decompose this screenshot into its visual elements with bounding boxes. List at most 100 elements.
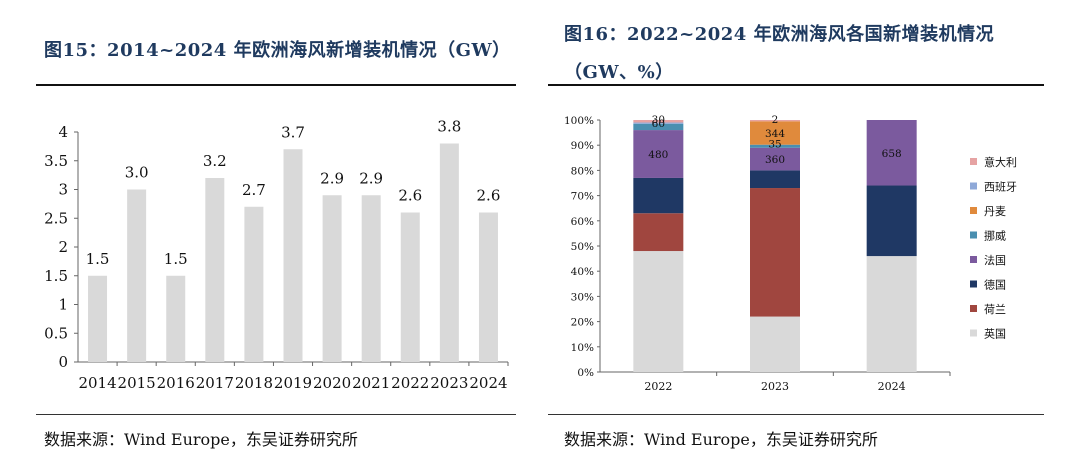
x-tick-label: 2014 xyxy=(78,374,116,392)
segment-2022-意大利 xyxy=(633,120,684,123)
data-label-2022-意大利: 30 xyxy=(652,114,665,126)
y-tick-label: 80% xyxy=(571,165,594,177)
legend-swatch-丹麦 xyxy=(970,207,977,214)
bar-2020 xyxy=(322,195,342,362)
y-tick-label: 90% xyxy=(571,140,594,152)
left-chart-panel: 图15：2014~2024 年欧洲海风新增装机情况（GW） 0 0.5 1 1.5 2 2… xyxy=(0,0,520,474)
x-tick-label: 2022 xyxy=(644,380,672,393)
x-tick-label: 2019 xyxy=(274,374,312,392)
segment-2023-英国 xyxy=(750,316,800,372)
left-source-rule xyxy=(36,414,516,415)
y-tick-label: 3.5 xyxy=(44,152,68,170)
x-tick-label: 2015 xyxy=(118,374,156,392)
data-label-2024: 2.6 xyxy=(477,187,501,205)
x-tick-label: 2024 xyxy=(878,380,906,393)
bar-2018 xyxy=(244,206,264,362)
x-tick-label: 2018 xyxy=(235,374,273,392)
y-tick-label: 3 xyxy=(58,181,68,199)
data-label-2017: 3.2 xyxy=(203,152,227,170)
legend-label-西班牙: 西班牙 xyxy=(984,181,1017,194)
y-tick-label: 4 xyxy=(58,123,68,141)
x-tick-label: 2020 xyxy=(313,374,351,392)
segment-2023-丹麦 xyxy=(750,121,800,145)
y-tick-label: 2 xyxy=(58,238,68,256)
data-label-2022-挪威: 60 xyxy=(652,118,665,130)
legend-label-丹麦: 丹麦 xyxy=(984,205,1006,218)
segment-2024-法国 xyxy=(866,120,917,186)
left-source-note: 数据来源：Wind Europe，东吴证券研究所 xyxy=(44,430,358,449)
x-tick-label: 2022 xyxy=(391,374,429,392)
segment-2023-意大利 xyxy=(750,120,800,122)
data-label-2015: 3.0 xyxy=(125,164,149,182)
y-tick-label: 1.5 xyxy=(44,267,68,285)
data-label-2023: 3.8 xyxy=(437,118,461,136)
data-label-2014: 1.5 xyxy=(86,250,110,268)
segment-2022-挪威 xyxy=(633,123,684,131)
bar-2016 xyxy=(166,275,186,362)
data-label-2023-法国: 360 xyxy=(765,154,785,166)
segment-2022-荷兰 xyxy=(633,213,684,252)
data-label-2024-法国: 658 xyxy=(882,148,902,160)
bar-2024 xyxy=(478,212,498,362)
data-label-2018: 2.7 xyxy=(242,181,266,199)
segment-2023-挪威 xyxy=(750,144,800,148)
segment-2022-德国 xyxy=(633,177,684,214)
bar-2022 xyxy=(400,212,420,362)
legend-swatch-挪威 xyxy=(970,231,977,239)
bar-2014 xyxy=(88,275,108,362)
y-tick-label: 2.5 xyxy=(44,209,68,227)
legend-swatch-法国 xyxy=(970,256,977,263)
y-tick-label: 0.5 xyxy=(44,324,68,342)
legend-label-德国: 德国 xyxy=(984,278,1006,292)
legend-label-挪威: 挪威 xyxy=(984,229,1006,243)
segment-2023-法国 xyxy=(750,147,800,171)
y-tick-label: 60% xyxy=(571,216,594,228)
legend-label-法国: 法国 xyxy=(984,253,1006,267)
x-tick-label: 2021 xyxy=(352,374,390,392)
data-label-2023-挪威: 35 xyxy=(768,139,781,151)
y-tick-label: 50% xyxy=(571,241,594,253)
segment-2023-荷兰 xyxy=(750,188,800,317)
legend-label-荷兰: 荷兰 xyxy=(984,303,1006,316)
left-chart-title: 图15：2014~2024 年欧洲海风新增装机情况（GW） xyxy=(44,40,511,61)
right-chart-panel: 图16：2022~2024 年欧洲海风各国新增装机情况（GW、%） 0% 10% 2… xyxy=(548,0,1080,474)
legend-swatch-德国 xyxy=(970,280,977,288)
data-label-2023-意大利: 2 xyxy=(772,114,779,126)
y-tick-label: 70% xyxy=(571,191,594,203)
right-chart-title: 图16：2022~2024 年欧洲海风各国新增装机情况（GW、%） xyxy=(564,24,995,83)
y-tick-label: 30% xyxy=(571,291,594,303)
y-tick-label: 0 xyxy=(58,353,68,371)
bar-2017 xyxy=(205,178,225,362)
segment-2024-英国 xyxy=(866,256,917,372)
right-title-rule xyxy=(548,84,1044,86)
right-source-rule xyxy=(548,414,1044,415)
segment-2024-德国 xyxy=(866,185,917,257)
bar-2019 xyxy=(283,149,303,362)
x-tick-label: 2024 xyxy=(469,374,507,392)
legend-swatch-荷兰 xyxy=(970,305,977,312)
segment-2022-英国 xyxy=(633,251,684,372)
segment-2022-西班牙 xyxy=(633,122,684,124)
data-label-2022-法国: 480 xyxy=(648,149,668,161)
data-label-2016: 1.5 xyxy=(164,250,188,268)
data-label-2023-丹麦: 344 xyxy=(765,128,785,140)
left-bar-chart: 0 0.5 1 1.5 2 2.5 3 3.5 4 1.5 2014 3.0 2015 1.5 2016 3.… xyxy=(44,118,509,392)
y-tick-label: 0% xyxy=(577,367,594,379)
y-tick-label: 40% xyxy=(571,266,594,278)
legend-swatch-意大利 xyxy=(970,158,977,165)
legend-label-英国: 英国 xyxy=(984,327,1006,341)
bar-2021 xyxy=(361,195,381,362)
y-tick-label: 1 xyxy=(58,296,68,314)
segment-2023-德国 xyxy=(750,170,800,189)
bar-2023 xyxy=(439,143,459,362)
legend-swatch-西班牙 xyxy=(970,182,977,190)
x-tick-label: 2016 xyxy=(157,374,195,392)
legend-label-意大利: 意大利 xyxy=(984,155,1017,169)
data-label-2020: 2.9 xyxy=(320,169,344,187)
y-tick-label: 10% xyxy=(571,342,594,354)
right-source-note: 数据来源：Wind Europe，东吴证券研究所 xyxy=(564,430,878,449)
y-tick-label: 20% xyxy=(571,317,594,329)
data-label-2021: 2.9 xyxy=(359,169,383,187)
right-stacked-chart: 0% 10% 20% 30% 40% 50% 60% 70% 80% 90% 100% 2022 202… xyxy=(564,114,1017,393)
data-label-2022: 2.6 xyxy=(398,187,422,205)
